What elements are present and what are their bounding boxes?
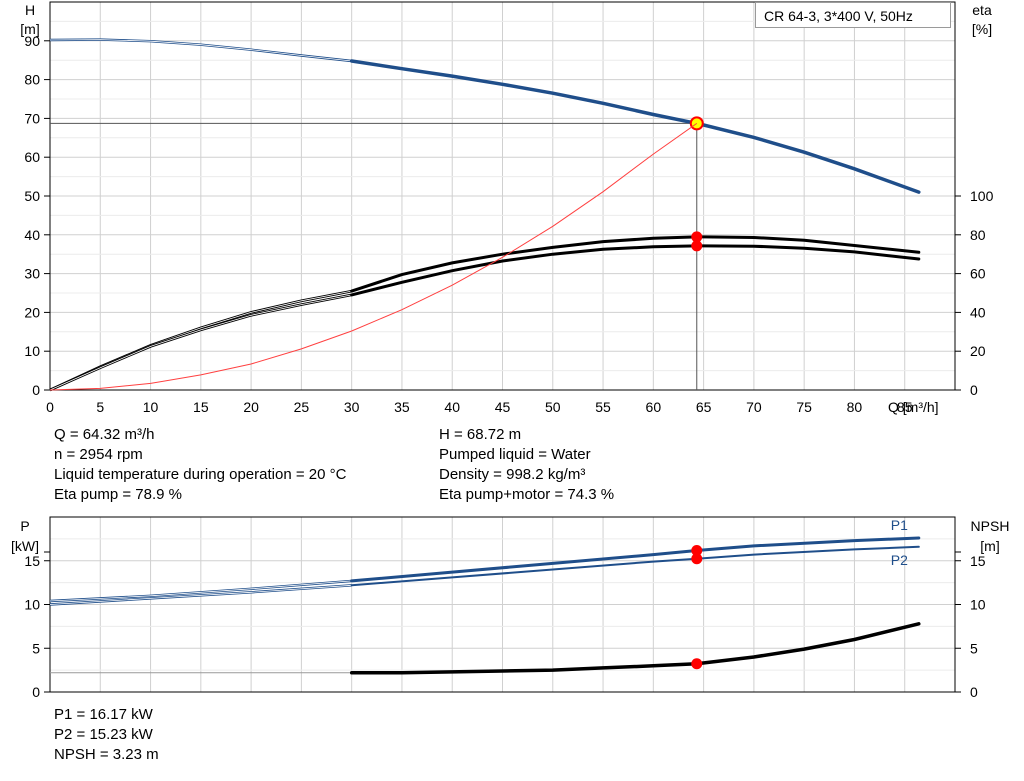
y-tick-label: 30 [24, 266, 40, 282]
y2-axis-unit: [%] [972, 21, 992, 37]
y2-axis-label: NPSH [971, 518, 1010, 534]
x-tick-label: 35 [394, 399, 410, 415]
y2-axis-label: eta [972, 2, 992, 18]
y-tick-label: 90 [24, 33, 40, 49]
duty-point-eta-pump-motor-curve [691, 240, 703, 252]
p1-curve-low-range-inner [49, 580, 352, 602]
x-tick-label: 65 [696, 399, 712, 415]
info-eta-pump: Eta pump = 78.9 % [54, 486, 182, 503]
npsh-curve-operating [349, 622, 921, 675]
x-tick-label: 80 [847, 399, 863, 415]
y2-tick-label: 20 [970, 343, 986, 359]
x-tick-label: 40 [444, 399, 460, 415]
series-label-p1: P1 [891, 517, 908, 533]
x-tick-label: 0 [46, 399, 54, 415]
info-p1: P1 = 16.17 kW [54, 706, 153, 723]
eta-pump-motor-curve-low-range-inner [49, 294, 352, 391]
info-eta-pump-motor: Eta pump+motor = 74.3 % [439, 486, 615, 503]
x-tick-label: 45 [495, 399, 511, 415]
y2-tick-label: 10 [970, 597, 986, 613]
x-tick-label: 55 [595, 399, 611, 415]
p2-curve-operating [350, 545, 920, 587]
x-tick-label: 10 [143, 399, 159, 415]
y-tick-label: 40 [24, 227, 40, 243]
y-tick-label: 80 [24, 72, 40, 88]
x-tick-label: 25 [294, 399, 310, 415]
y-tick-label: 70 [24, 110, 40, 126]
head-curve-operating [349, 59, 921, 194]
y-tick-label: 5 [32, 640, 40, 656]
duty-point-eta-pump-curve [691, 231, 703, 243]
p1-curve-operating [350, 536, 921, 583]
y-tick-label: 10 [24, 597, 40, 613]
series-label-p2: P2 [891, 552, 908, 568]
info-pumped-liquid: Pumped liquid = Water [439, 446, 591, 463]
y2-tick-label: 15 [970, 553, 986, 569]
y-tick-label: 50 [24, 188, 40, 204]
x-tick-label: 20 [243, 399, 259, 415]
info-upper-right: H = 68.72 m Pumped liquid = Water Densit… [439, 425, 614, 505]
info-upper-left: Q = 64.32 m³/h n = 2954 rpm Liquid tempe… [54, 425, 346, 505]
system-curve [49, 122, 698, 391]
y-tick-label: 0 [32, 382, 40, 398]
info-head: H = 68.72 m [439, 426, 522, 443]
eta-pump-motor-curve-operating [350, 244, 921, 297]
y2-tick-label: 0 [970, 684, 978, 700]
y2-axis-unit: [m] [980, 538, 999, 554]
info-liquid-temperature: Liquid temperature during operation = 20… [54, 466, 347, 483]
y-axis-label: H [25, 2, 35, 18]
y2-tick-label: 40 [970, 304, 986, 320]
y-axis-label: P [20, 518, 29, 534]
duty-point-p2 [691, 553, 703, 565]
info-density: Density = 998.2 kg/m³ [439, 466, 586, 483]
duty-point-npsh [691, 658, 703, 670]
y-tick-label: 20 [24, 304, 40, 320]
info-lower: P1 = 16.17 kW P2 = 15.23 kW NPSH = 3.23 … [54, 705, 159, 765]
y2-tick-label: 5 [970, 640, 978, 656]
head-curve-low-range-inner [49, 39, 352, 62]
y-tick-label: 15 [24, 553, 40, 569]
y-axis-unit: [m] [20, 21, 39, 37]
x-tick-label: 85 [897, 399, 913, 415]
y2-tick-label: 60 [970, 266, 986, 282]
info-speed: n = 2954 rpm [54, 446, 143, 463]
y2-tick-label: 100 [970, 188, 994, 204]
x-tick-label: 30 [344, 399, 360, 415]
eta-pump-curve-operating [350, 235, 921, 293]
y-axis-unit: [kW] [11, 538, 39, 554]
x-tick-label: 50 [545, 399, 561, 415]
y2-tick-label: 80 [970, 227, 986, 243]
x-tick-label: 60 [646, 399, 662, 415]
x-axis-label: Q [m³/h] [888, 399, 939, 415]
head-efficiency-plot: 0 5 10 15 20 25 30 35 40 45 50 55 60 65 70 75 80 85 0 10 20 3… [20, 1, 994, 415]
chart-title: CR 64-3, 3*400 V, 50Hz [755, 2, 951, 28]
p2-curve-low-range-inner [49, 584, 352, 605]
x-tick-label: 75 [796, 399, 812, 415]
info-p2: P2 = 15.23 kW [54, 726, 153, 743]
y-tick-label: 10 [24, 343, 40, 359]
power-npsh-plot: 0 5 10 15 0 5 10 15 P [kW] NPSH [m] P1 P2 [11, 516, 1010, 700]
duty-point-p1 [691, 545, 703, 557]
y-tick-label: 60 [24, 149, 40, 165]
y-tick-label: 0 [32, 684, 40, 700]
info-flow: Q = 64.32 m³/h [54, 426, 155, 443]
x-tick-label: 15 [193, 399, 209, 415]
info-npsh: NPSH = 3.23 m [54, 746, 159, 763]
x-tick-label: 70 [746, 399, 762, 415]
y2-tick-label: 0 [970, 382, 978, 398]
x-tick-label: 5 [96, 399, 104, 415]
